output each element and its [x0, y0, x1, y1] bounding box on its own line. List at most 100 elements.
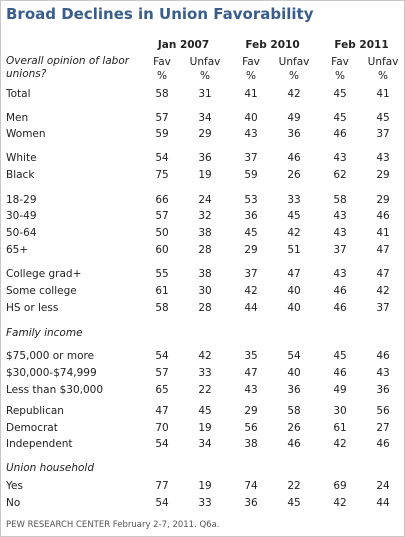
- cell-value: 24: [198, 193, 212, 206]
- cell-value: 34: [198, 437, 212, 450]
- cell-value: 42: [244, 284, 258, 297]
- cell-value: 54: [155, 437, 169, 450]
- cell-value: 28: [198, 301, 212, 314]
- cell-value: 43: [333, 267, 347, 280]
- cell-value: 47: [376, 267, 390, 280]
- row-header: Overall opinion of labor unions?: [6, 55, 130, 80]
- cell-value: 42: [333, 496, 347, 509]
- cell-value: 42: [198, 349, 212, 362]
- cell-value: 45: [333, 349, 347, 362]
- cell-value: 56: [244, 421, 258, 434]
- cell-value: 35: [244, 349, 258, 362]
- cell-value: 45: [333, 87, 347, 100]
- row-label: $30,000-$74,999: [6, 366, 97, 379]
- cell-value: 43: [244, 383, 258, 396]
- row-label: Independent: [6, 437, 73, 450]
- column-group: Jan 2007: [157, 38, 210, 51]
- cell-value: 40: [287, 366, 301, 379]
- row-label: Democrat: [6, 421, 58, 434]
- cell-value: 36: [244, 209, 258, 222]
- cell-value: 41: [376, 87, 390, 100]
- cell-value: 33: [198, 496, 212, 509]
- column-header: Unfav: [189, 55, 221, 68]
- cell-value: 66: [155, 193, 169, 206]
- cell-value: 57: [155, 366, 169, 379]
- cell-value: 59: [244, 168, 258, 181]
- cell-value: 40: [287, 301, 301, 314]
- row-label: 65+: [6, 243, 29, 256]
- cell-value: 29: [244, 404, 258, 417]
- cell-value: 19: [198, 168, 212, 181]
- row-label: Yes: [6, 479, 23, 492]
- cell-value: 44: [376, 496, 390, 509]
- cell-value: 43: [333, 151, 347, 164]
- cell-value: 55: [155, 267, 169, 280]
- cell-value: 26: [287, 421, 301, 434]
- cell-value: 58: [155, 87, 169, 100]
- row-label: Less than $30,000: [6, 383, 104, 396]
- row-label: College grad+: [6, 267, 82, 280]
- footer: PEW RESEARCH CENTER February 2-7, 2011. …: [6, 520, 220, 530]
- row-label: Some college: [6, 284, 77, 297]
- cell-value: 42: [333, 437, 347, 450]
- row-label: HS or less: [6, 301, 59, 314]
- row-label: Men: [6, 111, 29, 124]
- cell-value: 24: [376, 479, 390, 492]
- cell-value: 51: [287, 243, 301, 256]
- cell-value: 31: [198, 87, 212, 100]
- cell-value: 19: [198, 479, 212, 492]
- cell-value: 36: [198, 151, 212, 164]
- column-unit: %: [378, 69, 388, 82]
- cell-value: 45: [333, 111, 347, 124]
- cell-value: 56: [376, 404, 390, 417]
- column-header: Fav: [242, 55, 260, 68]
- cell-value: 29: [198, 127, 212, 140]
- column-header: Unfav: [278, 55, 310, 68]
- cell-value: 46: [333, 301, 347, 314]
- cell-value: 47: [244, 366, 258, 379]
- row-label: $75,000 or more: [6, 349, 95, 362]
- cell-value: 58: [287, 404, 301, 417]
- cell-value: 46: [287, 437, 301, 450]
- section-header: Union household: [6, 461, 94, 474]
- cell-value: 43: [333, 209, 347, 222]
- cell-value: 43: [244, 127, 258, 140]
- cell-value: 54: [155, 151, 169, 164]
- cell-value: 70: [155, 421, 169, 434]
- cell-value: 22: [198, 383, 212, 396]
- row-label: 18-29: [6, 193, 37, 206]
- cell-value: 61: [155, 284, 169, 297]
- cell-value: 57: [155, 111, 169, 124]
- cell-value: 42: [376, 284, 390, 297]
- cell-value: 38: [198, 267, 212, 280]
- cell-value: 54: [155, 496, 169, 509]
- cell-value: 45: [244, 226, 258, 239]
- cell-value: 38: [244, 437, 258, 450]
- cell-value: 57: [155, 209, 169, 222]
- cell-value: 37: [333, 243, 347, 256]
- cell-value: 43: [333, 226, 347, 239]
- cell-value: 45: [287, 496, 301, 509]
- cell-value: 47: [155, 404, 169, 417]
- row-label: Republican: [6, 404, 64, 417]
- cell-value: 29: [376, 193, 390, 206]
- cell-value: 69: [333, 479, 347, 492]
- cell-value: 46: [287, 151, 301, 164]
- cell-value: 74: [244, 479, 258, 492]
- cell-value: 37: [244, 267, 258, 280]
- cell-value: 37: [376, 301, 390, 314]
- column-unit: %: [289, 69, 299, 82]
- cell-value: 47: [376, 243, 390, 256]
- cell-value: 42: [287, 226, 301, 239]
- cell-value: 45: [287, 209, 301, 222]
- row-label: Black: [6, 168, 35, 181]
- column-unit: %: [157, 69, 167, 82]
- column-unit: %: [246, 69, 256, 82]
- cell-value: 33: [287, 193, 301, 206]
- cell-value: 44: [244, 301, 258, 314]
- cell-value: 30: [333, 404, 347, 417]
- cell-value: 19: [198, 421, 212, 434]
- column-header: Fav: [153, 55, 171, 68]
- cell-value: 29: [244, 243, 258, 256]
